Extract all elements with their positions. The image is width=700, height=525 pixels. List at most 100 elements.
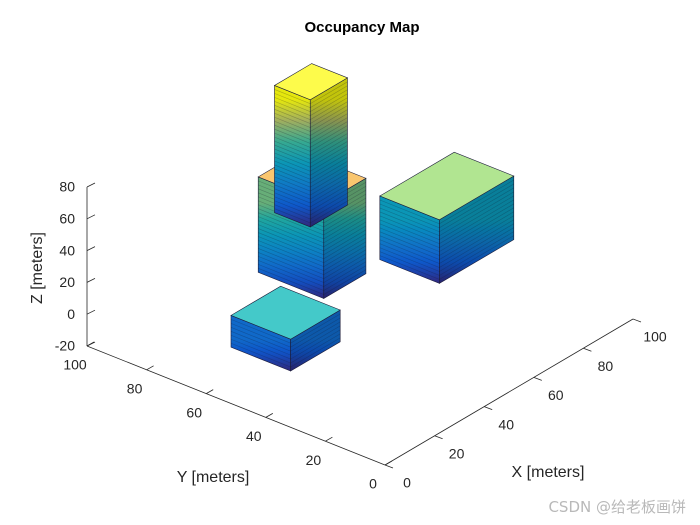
obstacle-stripe (379, 187, 514, 233)
obstacle-stripe (258, 216, 367, 244)
obstacle-stripe (274, 137, 348, 160)
obstacle-stripe (258, 232, 367, 260)
obstacle-stripe (274, 172, 348, 196)
z-tick-label: 60 (59, 211, 75, 227)
obstacle-stripe (379, 203, 514, 248)
obstacle-stripe (274, 121, 348, 144)
obstacle-stripe (274, 157, 348, 180)
obstacle-stripe (379, 195, 514, 241)
obstacle-stripe (230, 317, 341, 348)
obstacle-stripe (379, 211, 514, 256)
obstacle-stripe (274, 97, 348, 120)
x-tick-mark (434, 435, 443, 440)
z-tick-mark (86, 309, 96, 315)
obstacle-stripe (274, 141, 348, 164)
obstacle-stripe (258, 268, 367, 295)
obstacle-stripe (258, 228, 367, 256)
x-tick-mark (632, 318, 642, 323)
obstacle-stripe (379, 223, 514, 268)
z-tick-mark (86, 214, 96, 220)
obstacle-stripe (258, 208, 367, 236)
y-tick-label: 80 (127, 381, 143, 397)
y-axis-line (86, 345, 386, 466)
obstacle-stripe (230, 333, 341, 364)
x-axis-label: X [meters] (512, 464, 585, 481)
obstacle-stripe (274, 145, 348, 168)
obstacle-stripe (379, 215, 514, 260)
y-axis-label: Y [meters] (177, 469, 250, 486)
obstacle-stripe (274, 85, 348, 109)
obstacle-stripe (274, 109, 348, 132)
y-tick-mark (384, 460, 393, 466)
chart-title: Occupancy Map (304, 19, 419, 36)
x-tick-mark (583, 347, 592, 352)
x-tick-label: 0 (403, 475, 411, 491)
y-tick-label: 100 (63, 357, 87, 373)
obstacle-stripe (274, 101, 348, 124)
obstacle-stripe (274, 81, 348, 105)
obstacle-stripe (258, 244, 367, 271)
obstacle-stripe (274, 192, 348, 216)
obstacle-stripe (379, 199, 514, 244)
obstacle-stripe (274, 113, 348, 136)
x-tick-label: 100 (643, 329, 667, 345)
obstacle-stripe (274, 176, 348, 200)
obstacle-stripe (230, 321, 341, 352)
z-axis-label: Z [meters] (29, 232, 46, 304)
obstacle-stripe (379, 231, 514, 276)
y-tick-label: 20 (306, 452, 322, 468)
obstacle-stripe (274, 184, 348, 208)
obstacle-stripe (258, 260, 367, 287)
y-tick-mark (146, 365, 154, 371)
obstacle-stripe (258, 256, 367, 283)
obstacle-top-face (230, 285, 341, 340)
z-tick-label: -20 (55, 338, 75, 354)
obstacle-stripe (379, 183, 514, 229)
obstacle-stripe (230, 329, 341, 360)
obstacle-stripe (274, 117, 348, 140)
watermark: CSDN @给老板画饼 (548, 498, 686, 516)
obstacle-stripe (379, 191, 514, 237)
obstacle-stripe (258, 212, 367, 240)
obstacle-stripe (274, 188, 348, 212)
z-tick-label: 0 (67, 306, 75, 322)
obstacle-blocks (230, 63, 515, 372)
obstacle-stripe (274, 129, 348, 152)
z-tick-label: 40 (59, 242, 75, 258)
obstacle-stripe (274, 125, 348, 148)
z-tick-mark (86, 182, 96, 188)
obstacle-stripe (258, 240, 367, 268)
obstacle-stripe (274, 153, 348, 176)
obstacle-stripe (230, 337, 341, 368)
y-tick-label: 40 (246, 428, 262, 444)
obstacle-stripe (274, 180, 348, 204)
obstacle-stripe (379, 219, 514, 264)
obstacle-stripe (258, 224, 367, 252)
y-tick-mark (325, 436, 333, 442)
obstacle-stripe (379, 235, 514, 280)
obstacle-stripe (230, 313, 341, 344)
obstacle-stripe (258, 236, 367, 264)
z-tick-mark (86, 278, 96, 283)
obstacle-stripe (258, 264, 367, 291)
obstacle-top-face (379, 151, 515, 221)
obstacle-stripe (258, 252, 367, 279)
z-tick-mark (86, 246, 96, 251)
obstacle-stripe (274, 89, 348, 112)
obstacle-stripe (379, 207, 514, 252)
obstacle-stripe (274, 93, 348, 116)
obstacle-stripe (379, 179, 514, 225)
x-tick-label: 80 (598, 358, 614, 374)
x-tick-label: 20 (449, 446, 465, 462)
obstacle-stripe (379, 227, 514, 272)
obstacle-stripe (258, 248, 367, 275)
obstacle-pillar-yellow (273, 63, 349, 228)
obstacle-block-green (379, 151, 515, 284)
x-tick-label: 60 (548, 387, 564, 403)
x-tick-label: 40 (498, 416, 514, 432)
obstacle-stripe (274, 161, 348, 184)
x-axis-line (384, 318, 634, 466)
obstacle-stripe (274, 133, 348, 156)
obstacle-stripe (274, 149, 348, 172)
